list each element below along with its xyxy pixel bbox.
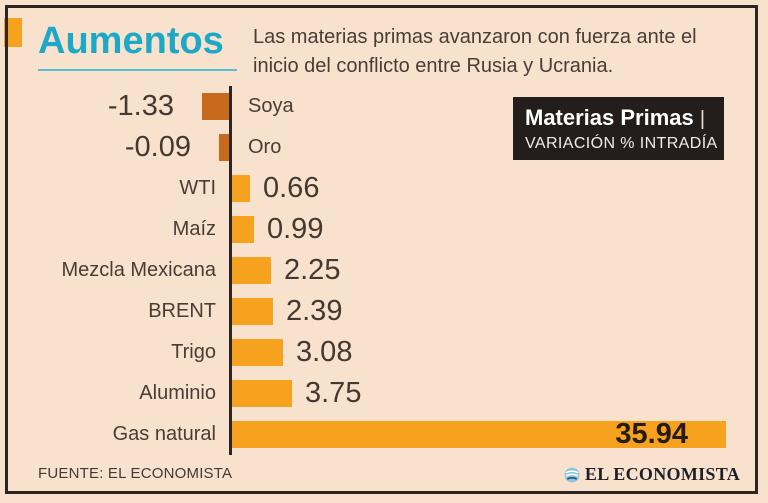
category-label: Mezcla Mexicana: [61, 259, 216, 281]
bar: [232, 339, 283, 366]
category-label: Oro: [248, 136, 282, 158]
value-label: 0.99: [267, 213, 324, 245]
chart-row: Oro -0.09: [0, 127, 768, 168]
page-title: Aumentos: [38, 20, 224, 62]
bar: [232, 175, 250, 202]
info-box: Materias Primas | VARIACIÓN % INTRADÍA: [513, 97, 724, 160]
category-label: Gas natural: [112, 423, 216, 445]
chart-row: Gas natural 35.94: [0, 414, 768, 455]
bar: [232, 421, 726, 448]
chart-row: Soya -1.33: [0, 86, 768, 127]
value-label: -0.09: [124, 131, 191, 163]
chart-row: Mezcla Mexicana 2.25: [0, 250, 768, 291]
source-note: FUENTE: EL ECONOMISTA: [38, 465, 233, 482]
value-label: -1.33: [107, 90, 174, 122]
category-label: Maíz: [172, 218, 216, 240]
value-label: 35.94: [615, 418, 688, 450]
bar: [232, 216, 254, 243]
chart-row: Maíz 0.99: [0, 209, 768, 250]
value-label: 3.75: [305, 377, 362, 409]
bar: [232, 257, 271, 284]
axis-line: [229, 86, 232, 455]
bar: [219, 134, 229, 161]
chart-subtitle: Las materias primas avanzaron con fuerza…: [253, 26, 697, 77]
info-box-title-text: Materias Primas: [525, 105, 694, 130]
info-box-subtitle: VARIACIÓN % INTRADÍA: [525, 135, 718, 152]
info-box-title: Materias Primas |: [525, 104, 712, 133]
chart-row: BRENT 2.39: [0, 291, 768, 332]
category-label: Aluminio: [139, 382, 216, 404]
category-label: Trigo: [171, 341, 216, 363]
value-label: 3.08: [296, 336, 353, 368]
value-label: 2.39: [286, 295, 343, 327]
value-label: 0.66: [263, 172, 320, 204]
brand-name: EL ECONOMISTA: [584, 464, 740, 484]
chart-row: Trigo 3.08: [0, 332, 768, 373]
chart-row: Aluminio 3.75: [0, 373, 768, 414]
chart-row: WTI 0.66: [0, 168, 768, 209]
brand-globe-icon: [564, 467, 580, 483]
bar: [202, 93, 229, 120]
bar: [232, 298, 273, 325]
category-label: Soya: [248, 95, 294, 117]
category-label: BRENT: [148, 300, 216, 322]
bar: [232, 380, 292, 407]
info-box-separator: |: [699, 108, 706, 130]
brand-logo: EL ECONOMISTA: [564, 464, 740, 485]
accent-square: [4, 18, 22, 47]
value-label: 2.25: [284, 254, 341, 286]
title-underline: [38, 69, 237, 71]
category-label: WTI: [179, 177, 216, 199]
